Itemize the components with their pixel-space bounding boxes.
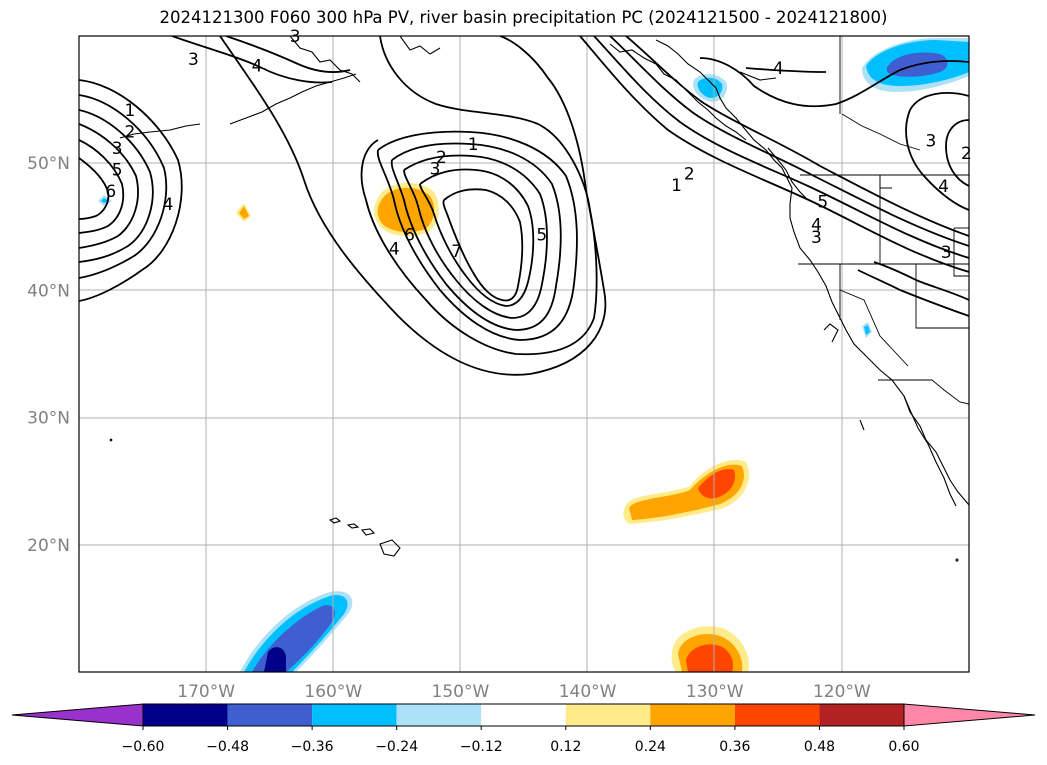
contour-label: 4 bbox=[938, 177, 949, 197]
colorbar-tick-label: 0.48 bbox=[804, 739, 835, 755]
lat-label: 40°N bbox=[27, 281, 70, 301]
lon-label: 120°W bbox=[813, 682, 871, 702]
contour-label: 4 bbox=[773, 59, 784, 79]
colorbar-tick-label: −0.36 bbox=[291, 739, 334, 755]
colorbar-swatch bbox=[565, 704, 651, 726]
lon-label: 170°W bbox=[177, 682, 235, 702]
contour-label: 2 bbox=[124, 122, 135, 142]
precip-shading bbox=[98, 38, 969, 672]
colorbar-tick-label: −0.60 bbox=[122, 739, 165, 755]
colorbar-tick-labels: −0.60 −0.48 −0.36 −0.24 −0.12 0.12 0.24 0.36 0.4… bbox=[122, 726, 920, 755]
contour-label: 3 bbox=[811, 228, 822, 248]
colorbar-swatch bbox=[396, 704, 482, 726]
contour-label: 4 bbox=[811, 215, 822, 235]
contour-label: 2 bbox=[684, 164, 695, 184]
contour-label: 4 bbox=[389, 239, 400, 259]
contour-label: 5 bbox=[817, 192, 828, 212]
colorbar-tick-label: −0.12 bbox=[460, 739, 503, 755]
lon-label: 130°W bbox=[686, 682, 744, 702]
lon-label: 140°W bbox=[559, 682, 617, 702]
contour-label: 3 bbox=[188, 50, 199, 70]
colorbar-over-extension bbox=[903, 703, 1036, 727]
contour-label: 4 bbox=[252, 56, 263, 76]
colorbar-swatch bbox=[734, 704, 820, 726]
contour-label: 3 bbox=[925, 131, 936, 151]
lat-label: 50°N bbox=[27, 154, 70, 174]
colorbar-tick-label: −0.24 bbox=[375, 739, 418, 755]
precip-positive-subtropical bbox=[623, 459, 750, 524]
contour-label: 1 bbox=[671, 176, 682, 196]
colorbar-tick-label: 0.60 bbox=[888, 739, 919, 755]
map-frame bbox=[78, 35, 970, 673]
contour-label: 5 bbox=[112, 161, 123, 181]
colorbar-tick-label: −0.48 bbox=[206, 739, 249, 755]
contour-label: 4 bbox=[163, 195, 174, 215]
colorbar-swatch bbox=[143, 704, 228, 726]
contour-label: 5 bbox=[536, 225, 547, 245]
colorbar-swatch bbox=[481, 704, 566, 726]
contour-label: 1 bbox=[124, 101, 135, 121]
contour-label: 2 bbox=[436, 148, 447, 168]
map-title: 2024121300 F060 300 hPa PV, river basin … bbox=[159, 8, 888, 27]
contour-label: 3 bbox=[430, 159, 441, 179]
colorbar-tick-label: 0.36 bbox=[719, 739, 750, 755]
contour-label: 3 bbox=[112, 139, 123, 159]
precip-positive-south bbox=[671, 626, 749, 672]
lon-label: 160°W bbox=[304, 682, 362, 702]
colorbar-swatches bbox=[11, 703, 1036, 727]
contour-label: 6 bbox=[105, 182, 116, 202]
colorbar: −0.60 −0.48 −0.36 −0.24 −0.12 0.12 0.24 0.36 0.4… bbox=[11, 703, 1036, 755]
colorbar-tick-label: 0.24 bbox=[635, 739, 666, 755]
latitude-labels: 50°N 40°N 30°N 20°N bbox=[27, 154, 70, 556]
colorbar-swatch bbox=[819, 704, 904, 726]
contour-label: 3 bbox=[941, 243, 952, 263]
contour-label: 7 bbox=[451, 242, 462, 262]
political-borders bbox=[798, 36, 969, 405]
contour-label: 3 bbox=[290, 27, 301, 47]
colorbar-under-extension bbox=[11, 703, 144, 727]
colorbar-tick-label: 0.12 bbox=[550, 739, 581, 755]
precip-negative-south bbox=[240, 591, 353, 672]
longitude-labels: 170°W 160°W 150°W 140°W 130°W 120°W bbox=[177, 682, 871, 702]
lat-label: 20°N bbox=[27, 536, 70, 556]
colorbar-swatch bbox=[650, 704, 735, 726]
precip-positive-small bbox=[236, 203, 251, 222]
colorbar-frame bbox=[142, 703, 905, 727]
contour-label: 1 bbox=[468, 135, 479, 155]
pv-contours bbox=[79, 36, 969, 376]
colorbar-swatch bbox=[227, 704, 313, 726]
lon-label: 150°W bbox=[432, 682, 490, 702]
contour-label: 6 bbox=[404, 225, 415, 245]
colorbar-swatch bbox=[312, 704, 397, 726]
contour-label: 2 bbox=[961, 144, 972, 164]
lat-label: 30°N bbox=[27, 409, 70, 429]
